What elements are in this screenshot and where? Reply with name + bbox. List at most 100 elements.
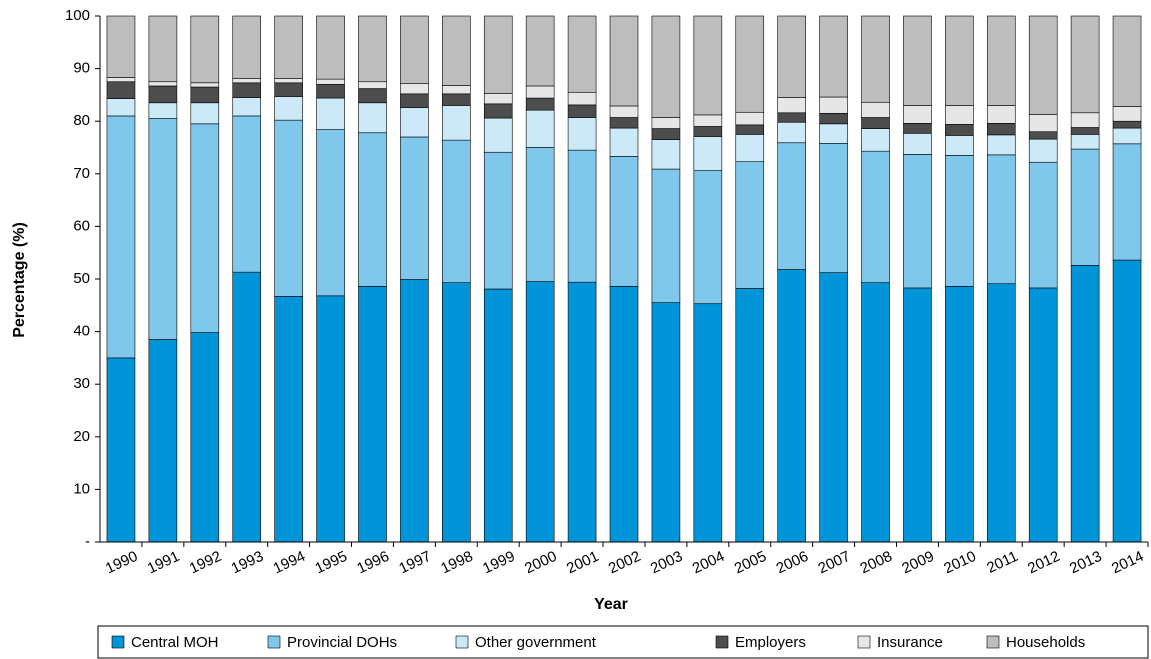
bar-segment [819, 113, 848, 125]
bar-segment [106, 115, 136, 359]
bar-segment [148, 85, 178, 104]
y-tick-label: 50 [73, 270, 90, 287]
bar-segment [777, 269, 806, 543]
legend-label: Provincial DOHs [287, 634, 397, 651]
x-tick-label: 2004 [690, 548, 727, 578]
bar-segment [316, 84, 345, 99]
bar-segment [777, 15, 806, 98]
bar-segment [190, 123, 220, 333]
bar-segment [903, 105, 932, 124]
x-tick-label: 1998 [438, 548, 475, 578]
legend-label: Households [1006, 634, 1085, 651]
bar-segment [735, 15, 765, 113]
x-tick-label: 1999 [480, 548, 517, 578]
bar-segment [986, 154, 1016, 285]
y-tick-label: 90 [73, 60, 90, 77]
bar-segment [567, 15, 597, 93]
bar-segment [358, 15, 387, 83]
bar-segment [400, 279, 429, 543]
bar-segment [106, 98, 136, 117]
y-tick-label: 70 [73, 165, 90, 182]
bar-segment [777, 121, 806, 144]
bar-segment [190, 102, 220, 125]
bar-segment [903, 154, 932, 289]
bar-segment [483, 151, 513, 290]
bar-segment [400, 107, 429, 138]
bar-segment [148, 102, 178, 119]
bar-segment [986, 283, 1016, 543]
bar-segment [1112, 127, 1142, 145]
x-tick-label: 2000 [522, 548, 559, 578]
bar-segment [106, 81, 136, 99]
bar-segment [1070, 265, 1100, 543]
x-tick-label: 2013 [1067, 548, 1104, 578]
x-tick-label: 1996 [354, 548, 391, 578]
bar-segment [609, 127, 639, 157]
bar-segment [567, 281, 597, 543]
bar-segment [735, 134, 765, 163]
bar-segment [232, 82, 262, 98]
x-tick-label: 2008 [857, 548, 894, 578]
bar-segment [274, 82, 303, 97]
bar-segment [525, 281, 555, 543]
bar-segment [525, 97, 555, 111]
bar-segment [483, 93, 513, 105]
bar-segment [358, 102, 387, 134]
bar-segment [232, 271, 262, 543]
y-tick-label: 60 [73, 217, 90, 234]
y-tick-label: 20 [73, 428, 90, 445]
bar-segment [609, 156, 639, 287]
bar-segment [1112, 120, 1142, 129]
bar-segment [232, 115, 262, 273]
bar-segment [1028, 114, 1058, 133]
bar-segment [819, 272, 848, 543]
legend-swatch [986, 635, 1000, 649]
x-tick-label: 1995 [312, 548, 349, 578]
bar-segment [609, 15, 639, 107]
bar-segment [735, 161, 765, 289]
bar-segment [777, 97, 806, 114]
bar-segment [400, 136, 429, 280]
bar-segment [400, 93, 429, 108]
bar-segment [1112, 15, 1142, 107]
y-axis-label: Percentage (%) [11, 222, 28, 338]
bar-segment [693, 170, 723, 305]
bar-segment [609, 117, 639, 129]
bar-segment [316, 97, 345, 130]
bar-segment [651, 15, 681, 118]
bar-segment [567, 91, 597, 106]
bar-segment [483, 288, 513, 543]
bar-segment [819, 15, 848, 98]
legend-swatch [857, 635, 871, 649]
bar-segment [861, 15, 890, 103]
x-tick-label: 2006 [774, 548, 811, 578]
bar-segment [945, 155, 974, 287]
bar-segment [525, 85, 555, 99]
x-tick-label: 1991 [145, 548, 182, 578]
bar-segment [274, 15, 303, 79]
bar-segment [358, 286, 387, 543]
bar-segment [232, 15, 262, 79]
legend-swatch [111, 635, 125, 649]
bar-segment [567, 149, 597, 283]
bar-segment [148, 81, 178, 87]
bar-segment [1028, 161, 1058, 289]
legend-swatch [455, 635, 469, 649]
bar-segment [525, 147, 555, 282]
bar-segment [274, 96, 303, 121]
bar-segment [693, 114, 723, 127]
y-tick-label: 10 [73, 480, 90, 497]
bar-segment [693, 126, 723, 137]
bar-segment [819, 123, 848, 144]
bar-segment [651, 139, 681, 170]
x-tick-label: 2012 [1025, 548, 1062, 578]
bar-segment [442, 93, 471, 106]
x-tick-label: 1994 [271, 548, 308, 578]
bar-segment [986, 123, 1016, 136]
y-tick-label: 30 [73, 375, 90, 392]
bar-segment [986, 134, 1016, 156]
legend-label: Central MOH [131, 634, 219, 651]
bar-segment [316, 78, 345, 85]
bar-segment [945, 135, 974, 156]
